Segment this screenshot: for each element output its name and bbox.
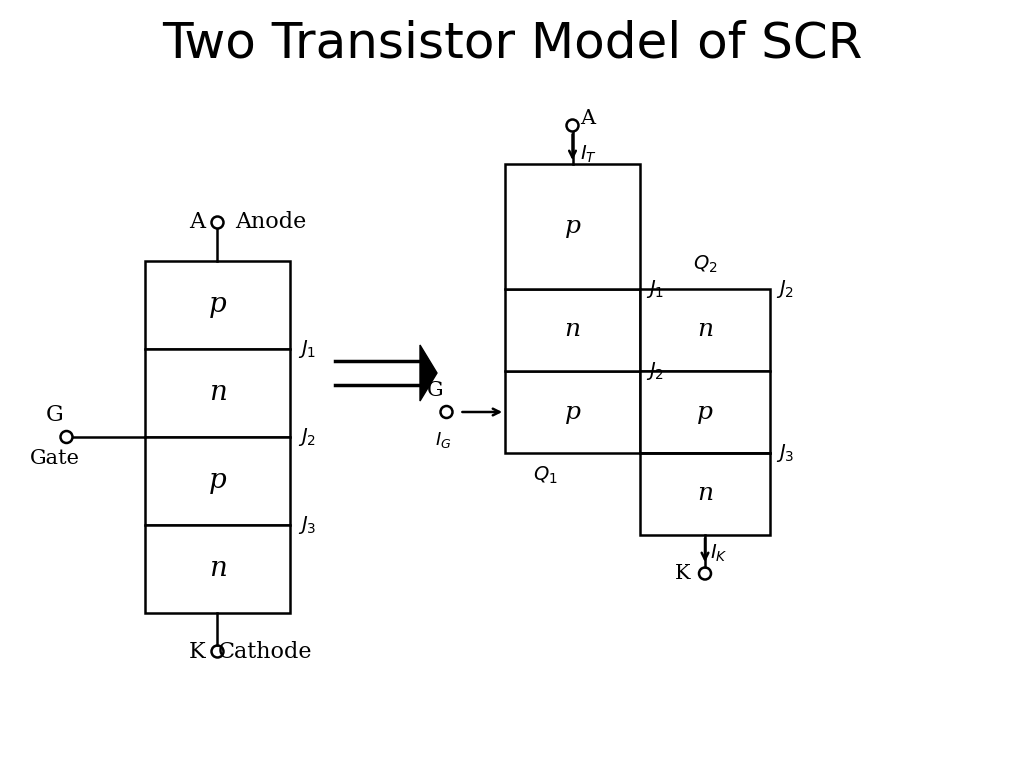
Polygon shape [640, 371, 770, 453]
Text: $J_3$: $J_3$ [776, 442, 795, 464]
Text: $Q_2$: $Q_2$ [692, 253, 717, 275]
Polygon shape [145, 437, 290, 525]
Polygon shape [145, 525, 290, 613]
Text: n: n [564, 319, 581, 342]
Text: K: K [188, 641, 206, 663]
Text: n: n [209, 379, 226, 406]
Text: Cathode: Cathode [217, 641, 312, 663]
Text: $J_2$: $J_2$ [776, 278, 795, 300]
Text: p: p [209, 468, 226, 495]
Text: $J_1$: $J_1$ [646, 278, 665, 300]
Text: $J_2$: $J_2$ [646, 360, 665, 382]
Text: A: A [189, 211, 206, 233]
Text: n: n [209, 555, 226, 582]
Polygon shape [145, 261, 290, 349]
Polygon shape [640, 453, 770, 535]
Polygon shape [420, 345, 437, 401]
Text: p: p [564, 400, 581, 423]
Text: n: n [697, 482, 713, 505]
Text: $J_2$: $J_2$ [298, 426, 316, 448]
Polygon shape [640, 289, 770, 371]
Text: K: K [675, 564, 690, 583]
Text: Two Transistor Model of SCR: Two Transistor Model of SCR [162, 19, 862, 67]
Text: Gate: Gate [30, 449, 80, 468]
Text: p: p [697, 400, 713, 423]
Text: $I_G$: $I_G$ [435, 430, 452, 450]
Polygon shape [505, 371, 640, 453]
Text: $J_3$: $J_3$ [298, 514, 316, 536]
Text: G: G [427, 380, 443, 399]
Polygon shape [145, 349, 290, 437]
Text: $I_K$: $I_K$ [710, 542, 728, 564]
Text: p: p [564, 215, 581, 238]
Text: Anode: Anode [236, 211, 307, 233]
Text: p: p [209, 292, 226, 319]
Polygon shape [505, 289, 640, 371]
Text: $J_1$: $J_1$ [298, 338, 316, 360]
Text: G: G [46, 404, 63, 426]
Text: $I_T$: $I_T$ [581, 144, 597, 164]
Text: $Q_1$: $Q_1$ [534, 465, 558, 485]
Text: n: n [697, 319, 713, 342]
Polygon shape [505, 164, 640, 289]
Text: A: A [581, 110, 596, 128]
